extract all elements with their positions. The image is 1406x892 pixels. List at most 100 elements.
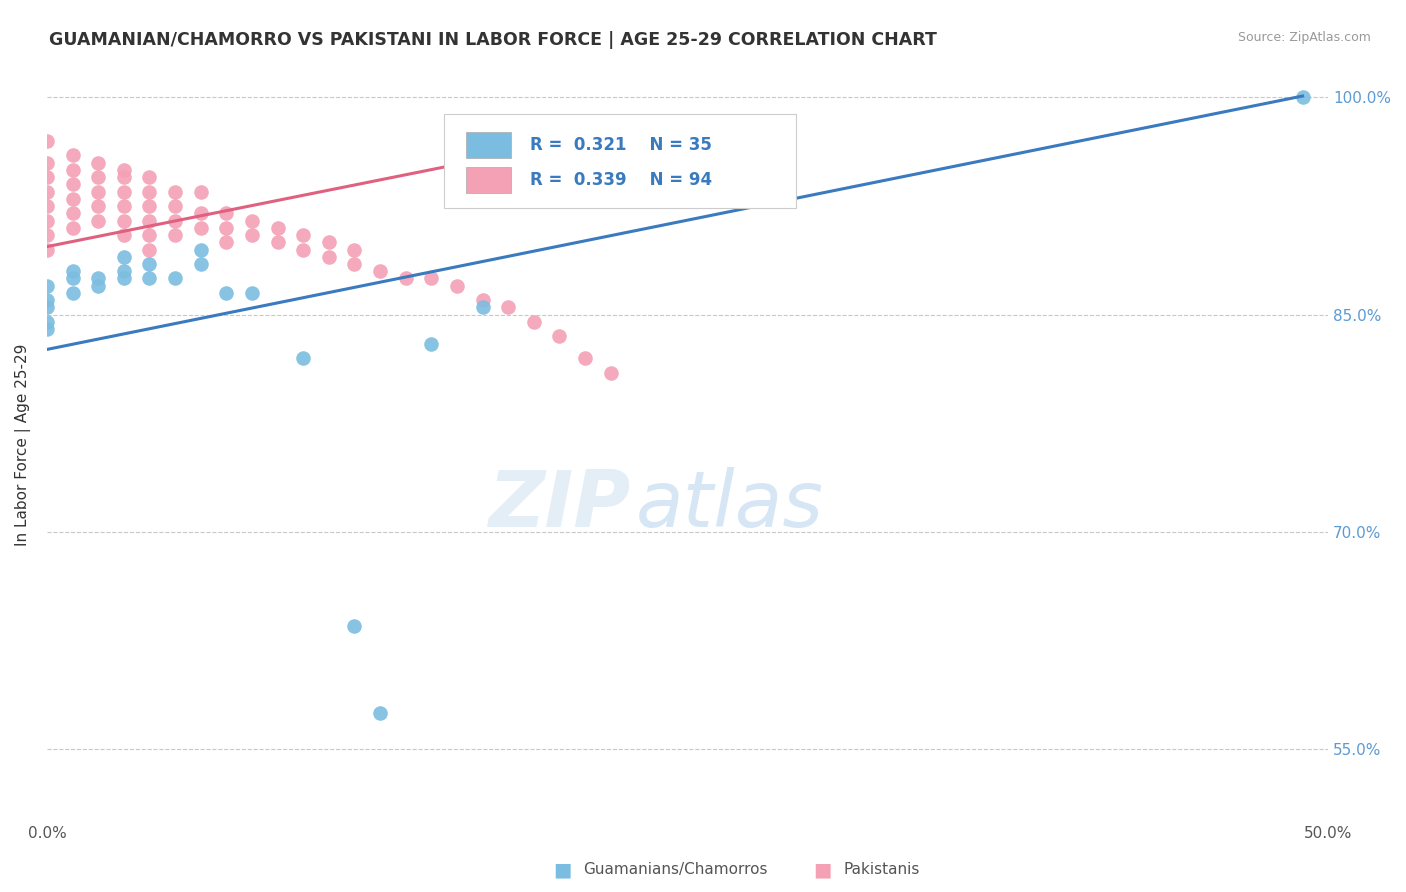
Text: GUAMANIAN/CHAMORRO VS PAKISTANI IN LABOR FORCE | AGE 25-29 CORRELATION CHART: GUAMANIAN/CHAMORRO VS PAKISTANI IN LABOR… — [49, 31, 936, 49]
Point — [35, 243, 58, 257]
Point — [420, 336, 443, 351]
Point — [62, 271, 84, 285]
Point — [112, 213, 135, 227]
Point — [35, 155, 58, 169]
Point — [35, 199, 58, 213]
Point — [138, 271, 160, 285]
Point — [62, 192, 84, 206]
Point — [190, 243, 212, 257]
Point — [138, 227, 160, 242]
Point — [190, 185, 212, 199]
Point — [574, 351, 596, 365]
Point — [165, 213, 187, 227]
Point — [138, 185, 160, 199]
Text: ZIP: ZIP — [488, 467, 630, 543]
Point — [35, 185, 58, 199]
Point — [548, 329, 571, 343]
Point — [190, 220, 212, 235]
Point — [112, 271, 135, 285]
Point — [62, 162, 84, 177]
Point — [292, 351, 315, 365]
Point — [165, 185, 187, 199]
Point — [112, 185, 135, 199]
Point — [35, 227, 58, 242]
Point — [62, 220, 84, 235]
Point — [87, 170, 110, 185]
Point — [62, 285, 84, 300]
Point — [215, 206, 238, 220]
Point — [138, 257, 160, 271]
Point — [343, 257, 366, 271]
Point — [266, 235, 288, 250]
Point — [190, 206, 212, 220]
Point — [165, 227, 187, 242]
Point — [112, 264, 135, 278]
Point — [35, 170, 58, 185]
Text: Pakistanis: Pakistanis — [844, 863, 920, 877]
Point — [215, 220, 238, 235]
Point — [266, 220, 288, 235]
Point — [240, 285, 263, 300]
Point — [62, 264, 84, 278]
Point — [368, 706, 391, 720]
Point — [496, 301, 519, 315]
FancyBboxPatch shape — [465, 167, 510, 193]
Point — [138, 243, 160, 257]
Point — [446, 278, 468, 293]
Point — [395, 271, 418, 285]
Point — [343, 243, 366, 257]
Point — [471, 293, 494, 308]
Point — [35, 213, 58, 227]
Point — [420, 271, 443, 285]
Point — [240, 227, 263, 242]
Point — [87, 199, 110, 213]
Point — [62, 206, 84, 220]
Point — [112, 170, 135, 185]
Point — [87, 271, 110, 285]
Point — [35, 134, 58, 148]
Point — [1291, 90, 1313, 104]
Point — [318, 235, 340, 250]
Text: Guamanians/Chamorros: Guamanians/Chamorros — [583, 863, 768, 877]
Point — [138, 199, 160, 213]
Point — [368, 264, 391, 278]
Point — [87, 155, 110, 169]
Point — [138, 170, 160, 185]
Point — [215, 235, 238, 250]
Point — [343, 619, 366, 633]
Point — [35, 322, 58, 336]
Point — [62, 178, 84, 192]
Point — [112, 199, 135, 213]
Point — [599, 366, 621, 380]
Y-axis label: In Labor Force | Age 25-29: In Labor Force | Age 25-29 — [15, 343, 31, 546]
Point — [35, 278, 58, 293]
Point — [523, 315, 546, 329]
Text: atlas: atlas — [637, 467, 824, 543]
Point — [35, 315, 58, 329]
Text: Source: ZipAtlas.com: Source: ZipAtlas.com — [1237, 31, 1371, 45]
Point — [35, 301, 58, 315]
Point — [471, 301, 494, 315]
Text: R =  0.339    N = 94: R = 0.339 N = 94 — [530, 170, 711, 189]
Point — [165, 199, 187, 213]
Point — [35, 293, 58, 308]
FancyBboxPatch shape — [444, 113, 796, 208]
Point — [87, 185, 110, 199]
Point — [87, 213, 110, 227]
Text: ■: ■ — [553, 860, 572, 880]
Point — [112, 250, 135, 264]
Point — [62, 148, 84, 162]
Point — [215, 285, 238, 300]
Point — [240, 213, 263, 227]
Point — [138, 213, 160, 227]
FancyBboxPatch shape — [465, 132, 510, 158]
Point — [112, 162, 135, 177]
Point — [165, 271, 187, 285]
Point — [292, 243, 315, 257]
Point — [318, 250, 340, 264]
Point — [112, 227, 135, 242]
Text: R =  0.321    N = 35: R = 0.321 N = 35 — [530, 136, 711, 154]
Point — [292, 227, 315, 242]
Point — [87, 278, 110, 293]
Point — [190, 257, 212, 271]
